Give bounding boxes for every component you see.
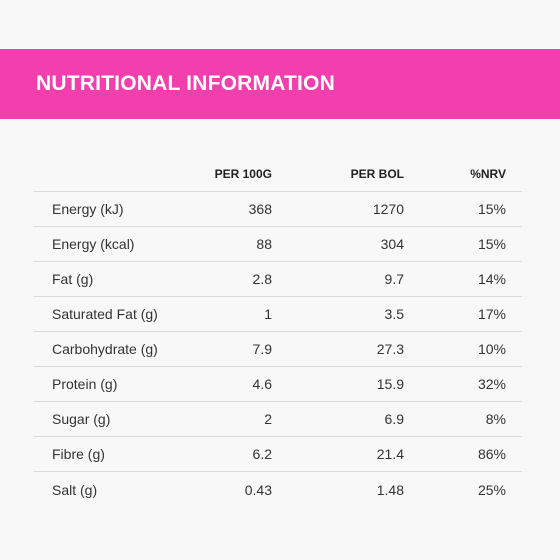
per-bol-value: 9.7 [384, 271, 404, 287]
per-bol-value: 15.9 [376, 376, 404, 392]
table-header-row: PER 100G PER BOL %NRV [34, 156, 522, 192]
per-100g-value: 88 [256, 236, 272, 252]
nutrition-table: PER 100G PER BOL %NRV Energy (kJ) 368 12… [34, 156, 522, 507]
nutrient-name: Energy (kJ) [52, 201, 124, 217]
nrv-value: 14% [477, 271, 506, 287]
per-bol-value: 304 [380, 236, 404, 252]
nutrient-name: Saturated Fat (g) [52, 306, 158, 322]
nutrient-name: Carbohydrate (g) [52, 341, 158, 357]
per-100g-value: 2 [264, 411, 272, 427]
nrv-value: 25% [477, 481, 506, 498]
nrv-value: 17% [477, 306, 506, 322]
per-100g-value: 7.9 [252, 341, 272, 357]
per-100g-value: 1 [264, 306, 272, 322]
table-row: Sugar (g) 2 6.9 8% [34, 402, 522, 437]
nrv-value: 32% [477, 376, 506, 392]
nrv-value: 10% [477, 341, 506, 357]
table-row: Energy (kJ) 368 1270 15% [34, 192, 522, 227]
table-row: Saturated Fat (g) 1 3.5 17% [34, 297, 522, 332]
table-row: Fat (g) 2.8 9.7 14% [34, 262, 522, 297]
column-header-per-100g: PER 100G [214, 166, 272, 181]
nutrient-name: Energy (kcal) [52, 236, 135, 252]
per-bol-value: 6.9 [384, 411, 404, 427]
per-100g-value: 4.6 [252, 376, 272, 392]
column-header-per-bol: PER BOL [350, 166, 404, 181]
nutrient-name: Fat (g) [52, 271, 94, 287]
table-row: Energy (kcal) 88 304 15% [34, 227, 522, 262]
per-bol-value: 3.5 [384, 306, 404, 322]
nutrient-name: Fibre (g) [52, 446, 105, 462]
per-bol-value: 21.4 [376, 446, 404, 462]
table-row: Protein (g) 4.6 15.9 32% [34, 367, 522, 402]
per-bol-value: 1.48 [376, 481, 404, 498]
header-banner: NUTRITIONAL INFORMATION [0, 49, 560, 119]
per-100g-value: 368 [248, 201, 272, 217]
per-100g-value: 6.2 [252, 446, 272, 462]
per-bol-value: 1270 [372, 201, 404, 217]
table-row: Salt (g) 0.43 1.48 25% [34, 472, 522, 507]
per-100g-value: 0.43 [244, 481, 272, 498]
nrv-value: 86% [477, 446, 506, 462]
column-header-nrv: %NRV [470, 166, 506, 181]
per-100g-value: 2.8 [252, 271, 272, 287]
nrv-value: 15% [477, 201, 506, 217]
nutrient-name: Protein (g) [52, 376, 118, 392]
per-bol-value: 27.3 [376, 341, 404, 357]
table-row: Carbohydrate (g) 7.9 27.3 10% [34, 332, 522, 367]
nutrient-name: Salt (g) [52, 481, 98, 498]
page-title: NUTRITIONAL INFORMATION [36, 72, 335, 95]
nutrient-name: Sugar (g) [52, 411, 111, 427]
table-row: Fibre (g) 6.2 21.4 86% [34, 437, 522, 472]
nrv-value: 15% [477, 236, 506, 252]
nrv-value: 8% [485, 411, 506, 427]
